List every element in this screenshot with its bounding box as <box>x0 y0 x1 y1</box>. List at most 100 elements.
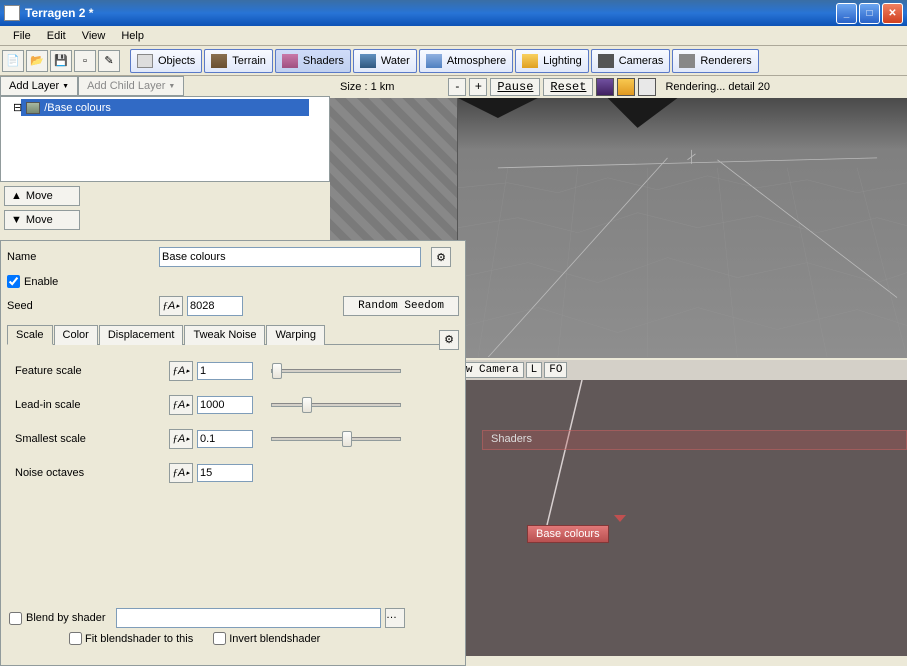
category-cameras-label: Cameras <box>619 55 664 67</box>
terrain-icon <box>211 54 227 68</box>
shaders-icon <box>282 54 298 68</box>
node-shaders-header: Shaders <box>482 430 907 450</box>
main-toolbar: 📄 📂 💾 ▫ ✎ Objects Terrain Shaders Water … <box>0 46 907 76</box>
feature-fx-icon[interactable]: ƒA▸ <box>169 361 193 381</box>
cameras-icon <box>598 54 614 68</box>
category-shaders-label: Shaders <box>303 55 344 67</box>
layer-tree[interactable]: ⊟ /Base colours <box>0 96 330 182</box>
category-water[interactable]: Water <box>353 49 417 73</box>
preview-toolbar: Size : 1 km - + Pause Reset Rendering...… <box>330 76 907 98</box>
lighting-icon <box>522 54 538 68</box>
objects-icon <box>137 54 153 68</box>
property-tabs: Scale Color Displacement Tweak Noise War… <box>7 324 439 345</box>
smallest-fx-icon[interactable]: ƒA▸ <box>169 429 193 449</box>
blend-by-shader-checkbox[interactable] <box>9 612 22 625</box>
tool4-icon[interactable]: ▫ <box>74 50 96 72</box>
seed-label: Seed <box>7 300 155 312</box>
tab-warping[interactable]: Warping <box>266 325 325 345</box>
octaves-fx-icon[interactable]: ƒA▸ <box>169 463 193 483</box>
render-status: Rendering... detail 20 <box>665 81 770 93</box>
invert-blendshader-checkbox[interactable] <box>213 632 226 645</box>
category-lighting[interactable]: Lighting <box>515 49 589 73</box>
noise-octaves-label: Noise octaves <box>15 467 165 479</box>
menu-view[interactable]: View <box>74 28 114 43</box>
menu-help[interactable]: Help <box>113 28 152 43</box>
category-atmosphere-label: Atmosphere <box>447 55 506 67</box>
category-terrain[interactable]: Terrain <box>204 49 273 73</box>
down-arrow-icon: ▼ <box>11 214 22 226</box>
tree-expand-icon: ⊟ <box>13 101 22 114</box>
leadin-fx-icon[interactable]: ƒA▸ <box>169 395 193 415</box>
category-objects-label: Objects <box>158 55 195 67</box>
menu-file[interactable]: File <box>5 28 39 43</box>
swatch1-icon[interactable] <box>596 78 614 96</box>
swatch3-icon[interactable] <box>638 78 656 96</box>
reset-button[interactable]: Reset <box>543 78 593 96</box>
add-layer-button[interactable]: Add Layer▼ <box>0 76 78 96</box>
category-lighting-label: Lighting <box>543 55 582 67</box>
open-icon[interactable]: 📂 <box>26 50 48 72</box>
tab-displacement[interactable]: Displacement <box>99 325 184 345</box>
browse-shader-button[interactable]: … <box>385 608 405 628</box>
add-child-layer-button[interactable]: Add Child Layer▼ <box>78 76 184 96</box>
renderers-icon <box>679 54 695 68</box>
enable-label: Enable <box>24 276 58 288</box>
feature-scale-label: Feature scale <box>15 365 165 377</box>
blend-by-shader-label: Blend by shader <box>26 612 112 624</box>
atmosphere-icon <box>426 54 442 68</box>
leadin-scale-slider[interactable] <box>271 403 401 407</box>
category-shaders[interactable]: Shaders <box>275 49 351 73</box>
new-icon[interactable]: 📄 <box>2 50 24 72</box>
smallest-scale-label: Smallest scale <box>15 433 165 445</box>
random-seed-button[interactable]: Random Seedom <box>343 296 459 316</box>
l-button[interactable]: L <box>526 362 543 378</box>
minimize-button[interactable]: _ <box>836 3 857 24</box>
move-down-button[interactable]: ▼Move <box>4 210 80 230</box>
category-objects[interactable]: Objects <box>130 49 202 73</box>
fit-blendshader-label: Fit blendshader to this <box>85 633 193 645</box>
name-options-icon[interactable]: ⚙ <box>431 247 451 267</box>
leadin-scale-label: Lead-in scale <box>15 399 165 411</box>
seed-input[interactable] <box>187 296 243 316</box>
seed-fx-icon[interactable]: ƒA▸ <box>159 296 183 316</box>
swatch2-icon[interactable] <box>617 78 635 96</box>
feature-scale-slider[interactable] <box>271 369 401 373</box>
smallest-scale-input[interactable] <box>197 430 253 448</box>
fo-button[interactable]: FO <box>544 362 567 378</box>
properties-panel: Name ⚙ Enable Seed ƒA▸ Random Seedom Sca… <box>0 240 466 666</box>
node-base-colours[interactable]: Base colours <box>527 525 609 543</box>
tab-scale[interactable]: Scale <box>7 325 53 345</box>
enable-checkbox[interactable] <box>7 275 20 288</box>
blend-shader-input[interactable] <box>116 608 381 628</box>
tool5-icon[interactable]: ✎ <box>98 50 120 72</box>
tab-color[interactable]: Color <box>54 325 98 345</box>
name-input[interactable] <box>159 247 421 267</box>
menu-edit[interactable]: Edit <box>39 28 74 43</box>
tabs-options-icon[interactable]: ⚙ <box>439 330 459 350</box>
invert-blendshader-label: Invert blendshader <box>229 633 320 645</box>
zoom-in-button[interactable]: + <box>469 78 487 96</box>
preview-viewport[interactable] <box>458 98 907 358</box>
fit-blendshader-checkbox[interactable] <box>69 632 82 645</box>
category-cameras[interactable]: Cameras <box>591 49 671 73</box>
category-renderers-label: Renderers <box>700 55 751 67</box>
feature-scale-input[interactable] <box>197 362 253 380</box>
close-button[interactable]: ✕ <box>882 3 903 24</box>
save-icon[interactable]: 💾 <box>50 50 72 72</box>
leadin-scale-input[interactable] <box>197 396 253 414</box>
maximize-button[interactable]: □ <box>859 3 880 24</box>
category-renderers[interactable]: Renderers <box>672 49 758 73</box>
smallest-scale-slider[interactable] <box>271 437 401 441</box>
preview-size-label: Size : 1 km <box>340 81 394 93</box>
category-atmosphere[interactable]: Atmosphere <box>419 49 513 73</box>
window-title: Terragen 2 * <box>25 6 836 20</box>
tree-item-base-colours[interactable]: ⊟ /Base colours <box>21 99 309 116</box>
zoom-out-button[interactable]: - <box>448 78 466 96</box>
pause-button[interactable]: Pause <box>490 78 540 96</box>
category-water-label: Water <box>381 55 410 67</box>
tab-tweak-noise[interactable]: Tweak Noise <box>184 325 265 345</box>
titlebar: Terragen 2 * _ □ ✕ <box>0 0 907 26</box>
water-icon <box>360 54 376 68</box>
move-up-button[interactable]: ▲Move <box>4 186 80 206</box>
noise-octaves-input[interactable] <box>197 464 253 482</box>
